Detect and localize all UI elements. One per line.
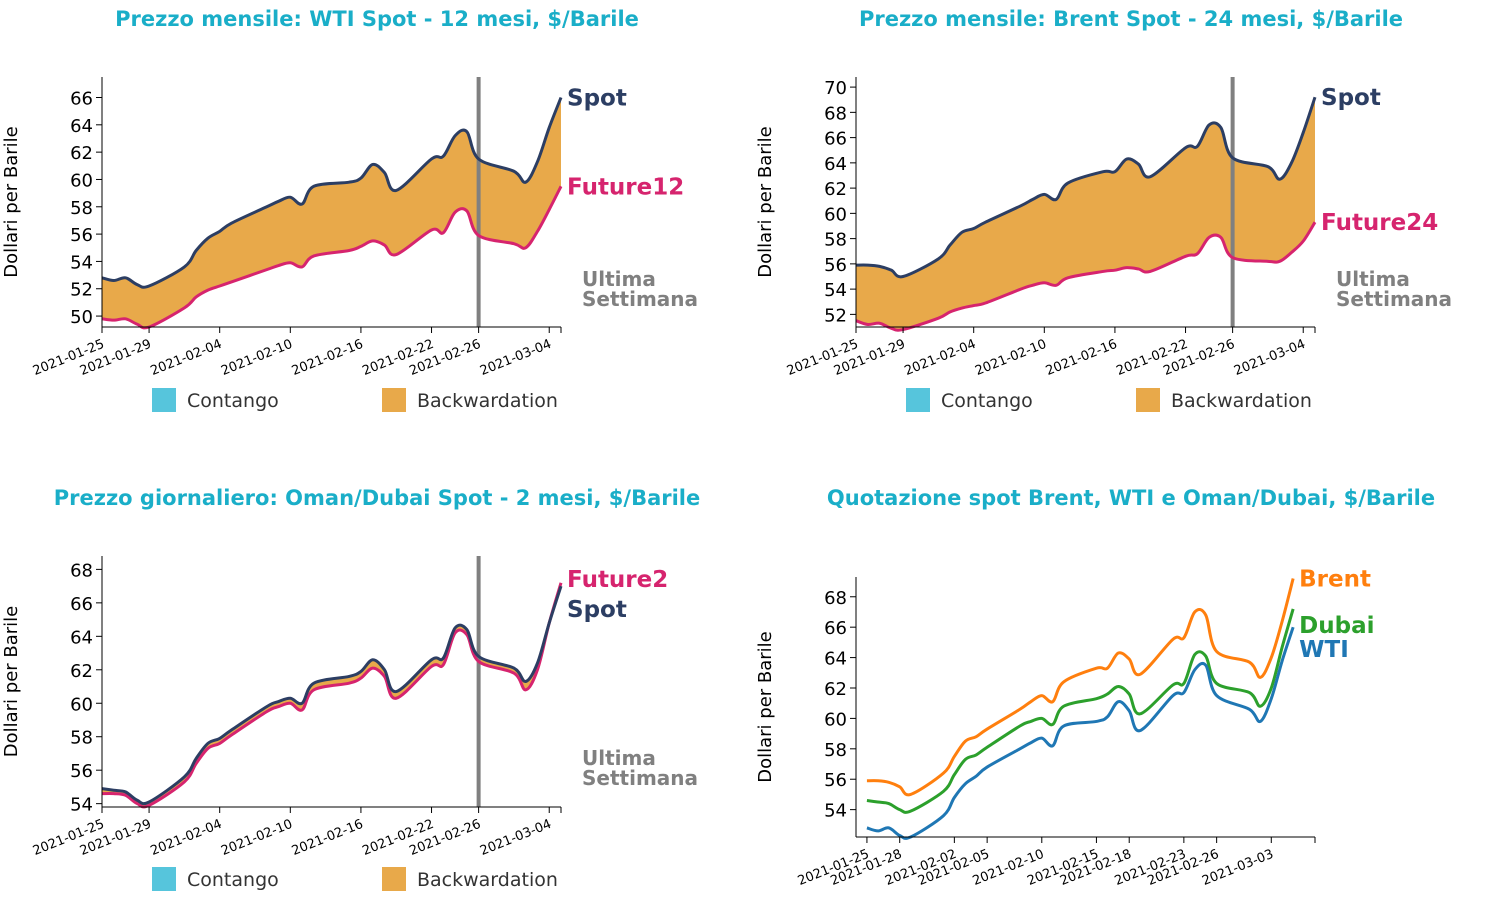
series-line-brent xyxy=(866,578,1295,797)
y-tick-label: 56 xyxy=(70,761,93,782)
y-tick-label: 66 xyxy=(70,594,93,615)
series-label-spot: Spot xyxy=(567,85,627,111)
legend-swatch-backwardation xyxy=(382,867,406,891)
week-label-line2: Settimana xyxy=(1336,287,1452,311)
legend-label-backwardation: Backwardation xyxy=(1171,390,1312,412)
legend-swatch-contango xyxy=(152,388,176,412)
series-label-spot: Spot xyxy=(1321,85,1381,111)
y-axis-label: Dollari per Barile xyxy=(1,126,22,278)
week-label-line1: Ultima xyxy=(582,267,656,291)
week-label-line2: Settimana xyxy=(582,766,698,790)
series-label-wti: WTI xyxy=(1299,637,1349,663)
y-tick-label: 58 xyxy=(824,230,847,251)
x-tick-label: 2021-02-16 xyxy=(1044,337,1120,379)
y-tick-label: 52 xyxy=(824,305,847,326)
backwardation-area xyxy=(102,582,561,807)
y-tick-label: 62 xyxy=(70,143,93,164)
legend-label-backwardation: Backwardation xyxy=(417,869,558,891)
y-tick-label: 58 xyxy=(70,198,93,219)
chart-brent: Prezzo mensile: Brent Spot - 24 mesi, $/… xyxy=(755,7,1452,412)
legend-swatch-contango xyxy=(152,867,176,891)
x-tick-label: 2021-03-04 xyxy=(478,337,554,379)
y-tick-label: 60 xyxy=(824,204,847,225)
y-tick-label: 58 xyxy=(70,728,93,749)
x-tick-label: 2021-02-16 xyxy=(290,817,366,859)
y-tick-label: 60 xyxy=(824,709,847,730)
y-tick-label: 64 xyxy=(70,116,93,137)
series-line-spot xyxy=(101,585,563,806)
y-tick-label: 66 xyxy=(70,88,93,109)
legend-label-contango: Contango xyxy=(187,390,279,412)
y-tick-label: 58 xyxy=(824,740,847,761)
y-axis-label: Dollari per Barile xyxy=(755,126,776,278)
backwardation-area xyxy=(856,97,1315,331)
week-label-line1: Ultima xyxy=(1336,267,1410,291)
series-label-dubai: Dubai xyxy=(1299,613,1374,639)
y-tick-label: 68 xyxy=(824,588,847,609)
series-line-wti xyxy=(866,626,1295,840)
chart-spot: Quotazione spot Brent, WTI e Oman/Dubai,… xyxy=(755,486,1435,889)
week-label-line1: Ultima xyxy=(582,746,656,770)
backwardation-area xyxy=(102,97,561,328)
x-tick-label: 2021-02-04 xyxy=(149,337,225,379)
series-line-dubai xyxy=(866,608,1295,814)
legend-swatch-backwardation xyxy=(1136,388,1160,412)
y-tick-label: 50 xyxy=(70,307,93,328)
legend-swatch-backwardation xyxy=(382,388,406,412)
chart-title: Prezzo mensile: Brent Spot - 24 mesi, $/… xyxy=(859,7,1403,31)
y-tick-label: 66 xyxy=(824,129,847,150)
legend-label-contango: Contango xyxy=(187,869,279,891)
y-tick-label: 68 xyxy=(824,103,847,124)
legend-swatch-contango xyxy=(906,388,930,412)
y-tick-label: 62 xyxy=(824,179,847,200)
series-label-future12: Future12 xyxy=(567,174,684,200)
x-tick-label: 2021-02-04 xyxy=(149,817,225,859)
y-tick-label: 68 xyxy=(70,560,93,581)
y-tick-label: 64 xyxy=(824,649,847,670)
y-tick-label: 64 xyxy=(70,627,93,648)
series-label-spot: Spot xyxy=(567,597,627,623)
y-tick-label: 54 xyxy=(824,280,847,301)
y-tick-label: 56 xyxy=(824,255,847,276)
y-tick-label: 62 xyxy=(824,679,847,700)
legend-label-contango: Contango xyxy=(941,390,1033,412)
series-line-future12 xyxy=(101,185,563,330)
y-tick-label: 52 xyxy=(70,280,93,301)
y-tick-label: 60 xyxy=(70,170,93,191)
y-tick-label: 64 xyxy=(824,154,847,175)
series-label-brent: Brent xyxy=(1299,567,1371,593)
week-label-line2: Settimana xyxy=(582,287,698,311)
x-tick-label: 2021-03-04 xyxy=(478,817,554,859)
y-axis-label: Dollari per Barile xyxy=(1,606,22,758)
series-line-spot xyxy=(855,96,1317,279)
chart-title: Quotazione spot Brent, WTI e Oman/Dubai,… xyxy=(827,486,1435,510)
series-line-spot xyxy=(101,96,563,289)
x-tick-label: 2021-02-04 xyxy=(903,337,979,379)
chart-wti: Prezzo mensile: WTI Spot - 12 mesi, $/Ba… xyxy=(1,7,698,412)
y-tick-label: 70 xyxy=(824,78,847,99)
chart-title: Prezzo mensile: WTI Spot - 12 mesi, $/Ba… xyxy=(115,7,639,31)
series-line-future24 xyxy=(855,221,1317,332)
y-tick-label: 62 xyxy=(70,661,93,682)
x-tick-label: 2021-02-16 xyxy=(290,337,366,379)
legend-label-backwardation: Backwardation xyxy=(417,390,558,412)
y-tick-label: 54 xyxy=(824,801,847,822)
chart-title: Prezzo giornaliero: Oman/Dubai Spot - 2 … xyxy=(54,486,701,510)
y-tick-label: 56 xyxy=(824,770,847,791)
y-tick-label: 54 xyxy=(70,252,93,273)
x-tick-label: 2021-03-04 xyxy=(1232,337,1308,379)
y-axis-label: Dollari per Barile xyxy=(755,631,776,783)
y-tick-label: 54 xyxy=(70,795,93,816)
series-label-future2: Future2 xyxy=(567,567,668,593)
series-label-future24: Future24 xyxy=(1321,210,1438,236)
y-tick-label: 60 xyxy=(70,694,93,715)
x-tick-label: 2021-02-10 xyxy=(219,817,295,859)
y-tick-label: 66 xyxy=(824,618,847,639)
x-tick-label: 2021-02-10 xyxy=(219,337,295,379)
chart-dubai: Prezzo giornaliero: Oman/Dubai Spot - 2 … xyxy=(1,486,700,891)
series-line-future2 xyxy=(101,582,563,809)
y-tick-label: 56 xyxy=(70,225,93,246)
x-tick-label: 2021-02-10 xyxy=(973,337,1049,379)
